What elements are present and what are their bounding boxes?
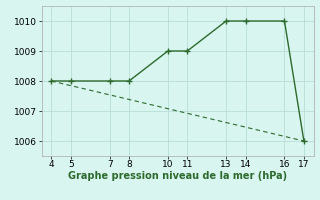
X-axis label: Graphe pression niveau de la mer (hPa): Graphe pression niveau de la mer (hPa) [68, 171, 287, 181]
